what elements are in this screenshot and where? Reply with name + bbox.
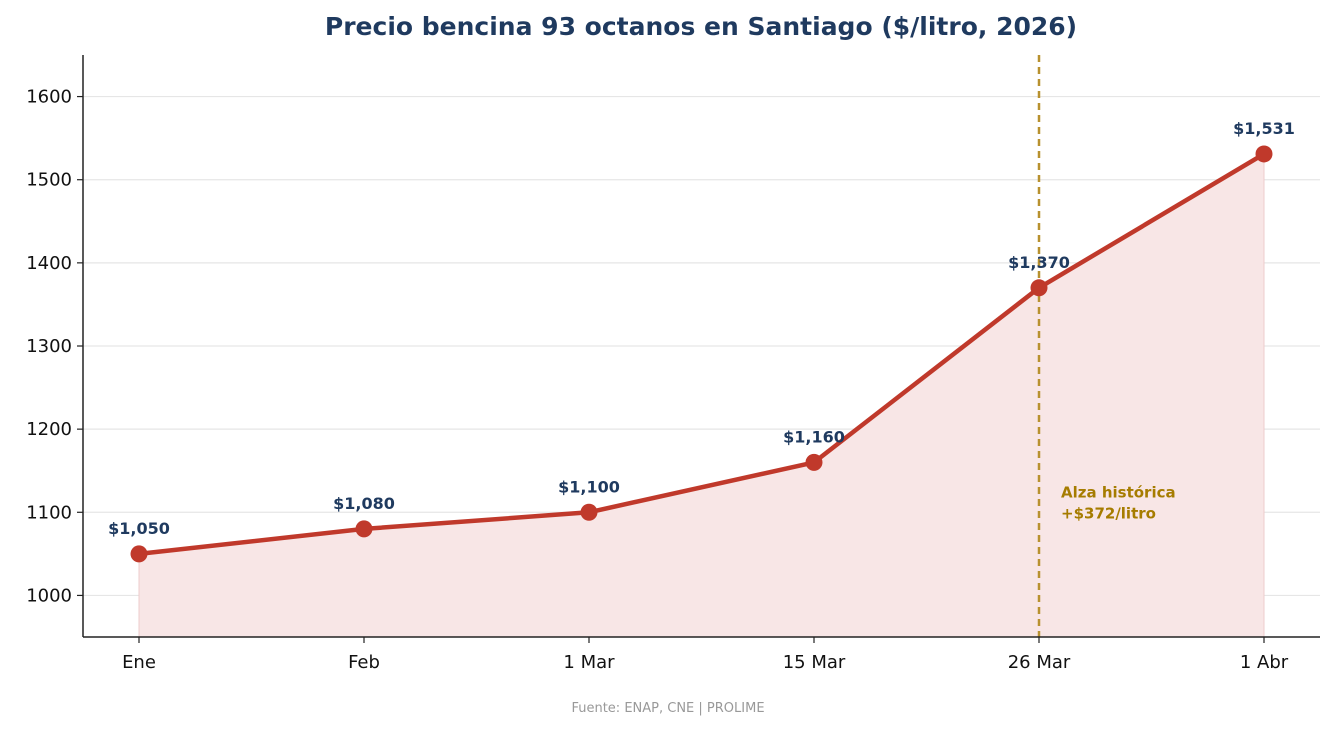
y-tick-label: 1200 xyxy=(26,419,72,440)
data-label-5: $1,531 xyxy=(1233,119,1295,138)
y-tick-label: 1100 xyxy=(26,502,72,523)
area-fill xyxy=(138,153,1265,638)
data-point-1 xyxy=(355,520,373,538)
data-point-4 xyxy=(1030,279,1048,297)
annotation-line-1: +$372/litro xyxy=(1061,504,1156,522)
series-line-layer xyxy=(136,151,1267,557)
x-tick-label: 15 Mar xyxy=(783,652,846,673)
data-label-4: $1,370 xyxy=(1008,253,1070,272)
data-point-5 xyxy=(1255,145,1273,163)
annotation-line-0: Alza histórica xyxy=(1061,483,1176,501)
annotation: Alza histórica +$372/litro xyxy=(1061,483,1176,522)
source-note: Fuente: ENAP, CNE | PROLIME xyxy=(571,701,764,716)
data-label-1: $1,080 xyxy=(333,494,395,513)
data-label-0: $1,050 xyxy=(108,519,170,538)
x-tick-label: Ene xyxy=(122,652,156,673)
data-point-3 xyxy=(805,453,823,471)
data-point-0 xyxy=(130,545,148,563)
data-label-2: $1,100 xyxy=(558,477,620,496)
data-label-3: $1,160 xyxy=(783,427,845,446)
data-points xyxy=(130,145,1273,563)
series-line xyxy=(136,151,1267,557)
y-tick-label: 1500 xyxy=(26,170,72,191)
chart-title: Precio bencina 93 octanos en Santiago ($… xyxy=(325,12,1077,41)
x-tick-label: 1 Mar xyxy=(563,652,615,673)
y-tick-label: 1400 xyxy=(26,253,72,274)
x-tick-label: 1 Abr xyxy=(1240,652,1289,673)
x-tick-label: Feb xyxy=(348,652,380,673)
area-layer xyxy=(138,153,1265,638)
data-point-2 xyxy=(580,503,598,521)
y-tick-label: 1000 xyxy=(26,585,72,606)
axes: 1000 1100 1200 1300 1400 1500 1600 Ene Feb 1 Mar 1… xyxy=(26,55,1320,673)
grid-lines xyxy=(83,95,1320,597)
y-tick-label: 1600 xyxy=(26,87,72,108)
x-tick-label: 26 Mar xyxy=(1008,652,1071,673)
data-labels: $1,050 $1,080 $1,100 $1,160 $1,370 $1,531 xyxy=(108,119,1295,538)
y-tick-label: 1300 xyxy=(26,336,72,357)
